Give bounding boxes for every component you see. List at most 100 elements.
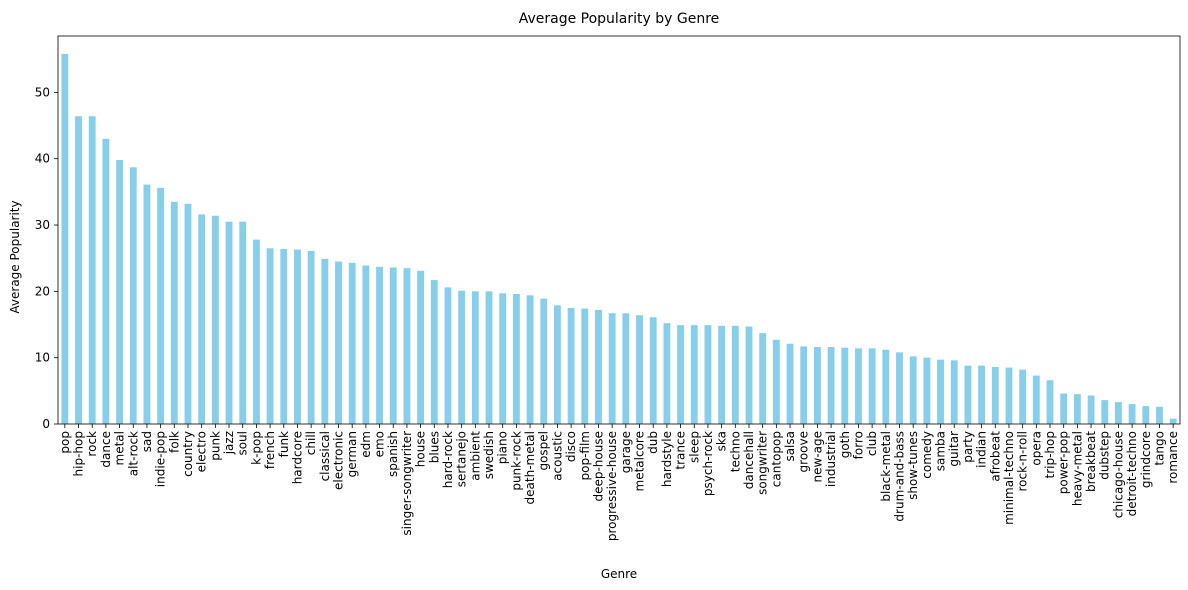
bar-samba bbox=[937, 359, 944, 424]
bar-metalcore bbox=[636, 315, 643, 424]
x-tick-label: minimal-techno bbox=[1002, 431, 1016, 525]
x-tick-label: chill bbox=[304, 431, 318, 455]
bar-songwriter bbox=[759, 333, 767, 424]
x-tick-label: ska bbox=[715, 431, 729, 451]
bars-group bbox=[61, 53, 1177, 425]
axes-frame bbox=[57, 35, 1181, 425]
bar-afrobeat bbox=[991, 366, 999, 424]
x-tick-label: electro bbox=[195, 431, 209, 472]
bar-german bbox=[348, 262, 356, 424]
x-tick-label: rock-n-roll bbox=[1016, 431, 1030, 492]
x-tick-label: heavy-metal bbox=[1070, 431, 1084, 506]
x-tick-label: power-pop bbox=[1057, 431, 1071, 494]
x-tick-label: alt-rock bbox=[126, 431, 140, 476]
bar-jazz bbox=[225, 221, 233, 424]
bar-drum-and-bass bbox=[896, 352, 903, 424]
bar-indie-pop bbox=[157, 187, 165, 424]
x-tick-label: afrobeat bbox=[988, 431, 1002, 482]
bar-breakbeat bbox=[1087, 395, 1095, 424]
x-tick-label: folk bbox=[167, 431, 181, 453]
x-tick-label: dancehall bbox=[742, 431, 756, 489]
bar-electronic bbox=[335, 261, 342, 424]
bar-rock-n-roll bbox=[1019, 369, 1027, 424]
bar-party bbox=[964, 365, 972, 424]
bar-ambient bbox=[471, 291, 479, 424]
x-tick-label: sertanejo bbox=[455, 431, 469, 487]
bar-hardstyle bbox=[663, 323, 671, 424]
bar-piano bbox=[499, 293, 507, 424]
x-tick-label: k-pop bbox=[249, 431, 263, 465]
y-tick-label: 30 bbox=[35, 218, 50, 232]
x-tick-label: deep-house bbox=[591, 431, 605, 502]
bar-funk bbox=[280, 248, 288, 424]
bar-ska bbox=[718, 325, 726, 424]
y-tick-label: 50 bbox=[35, 85, 50, 99]
bar-garage bbox=[622, 313, 630, 424]
bar-rock bbox=[88, 116, 96, 424]
bar-spanish bbox=[389, 267, 397, 424]
bar-techno bbox=[731, 325, 739, 424]
x-tick-label: dubstep bbox=[1098, 431, 1112, 480]
x-tick-label: comedy bbox=[920, 431, 934, 479]
x-tick-label: german bbox=[345, 431, 359, 477]
x-tick-label: rock bbox=[85, 431, 99, 457]
bar-death-metal bbox=[526, 295, 534, 424]
x-tick-label: industrial bbox=[824, 431, 838, 487]
bar-trance bbox=[677, 325, 684, 424]
x-tick-label: black-metal bbox=[879, 431, 893, 502]
x-tick-label: guitar bbox=[947, 431, 961, 467]
bar-dub bbox=[649, 317, 657, 424]
bar-detroit-techno bbox=[1128, 404, 1136, 424]
chart-title: Average Popularity by Genre bbox=[519, 11, 720, 27]
bar-progressive-house bbox=[608, 313, 616, 424]
y-tick-label: 0 bbox=[42, 417, 50, 431]
x-tick-label: breakbeat bbox=[1084, 431, 1098, 492]
bar-groove bbox=[800, 346, 808, 424]
bar-dubstep bbox=[1101, 400, 1109, 424]
bar-trip-hop bbox=[1046, 380, 1054, 424]
bar-metal bbox=[116, 160, 123, 424]
x-tick-label: dance bbox=[99, 431, 113, 468]
x-tick-label: soul bbox=[236, 431, 250, 456]
x-tick-label: acoustic bbox=[550, 431, 564, 481]
bar-show-tunes bbox=[909, 356, 917, 424]
x-tick-label: classical bbox=[318, 431, 332, 481]
x-tick-label: groove bbox=[797, 431, 811, 472]
x-tick-label: techno bbox=[728, 431, 742, 472]
bar-club bbox=[868, 348, 876, 424]
x-tick-label: garage bbox=[619, 431, 633, 473]
x-tick-label: opera bbox=[1029, 431, 1043, 466]
x-tick-label: ambient bbox=[468, 431, 482, 481]
bar-punk-rock bbox=[512, 294, 520, 424]
x-tick-label: funk bbox=[277, 431, 291, 457]
bar-classical bbox=[321, 258, 329, 424]
bar-minimal-techno bbox=[1005, 367, 1013, 424]
bar-sertanejo bbox=[458, 290, 466, 424]
bar-sleep bbox=[690, 325, 698, 424]
x-tick-label: country bbox=[181, 431, 195, 477]
x-tick-label: edm bbox=[359, 431, 373, 458]
bar-power-pop bbox=[1060, 393, 1068, 424]
bar-house bbox=[417, 270, 425, 424]
x-tick-label: songwriter bbox=[756, 431, 770, 495]
bar-opera bbox=[1032, 375, 1040, 424]
plot-border bbox=[57, 35, 1181, 425]
x-tick-label: hard-rock bbox=[441, 431, 455, 488]
bar-new-age bbox=[813, 347, 821, 424]
x-tick-label: metalcore bbox=[633, 431, 647, 491]
x-tick-label: forro bbox=[851, 431, 865, 459]
x-tick-label: blues bbox=[427, 431, 441, 463]
bar-emo bbox=[376, 266, 383, 424]
x-tick-label: metal bbox=[113, 431, 127, 465]
x-axis-ticks: pop hip-hop rock dance metal alt-rock sad indie… bbox=[58, 424, 1180, 541]
x-tick-label: punk-rock bbox=[509, 431, 523, 491]
x-tick-label: hip-hop bbox=[72, 431, 86, 476]
x-tick-label: salsa bbox=[783, 431, 797, 462]
x-axis-label: Genre bbox=[601, 567, 637, 581]
x-tick-label: hardstyle bbox=[660, 431, 674, 487]
x-tick-label: house bbox=[414, 431, 428, 467]
bar-comedy bbox=[923, 357, 931, 424]
bar-forro bbox=[855, 348, 862, 424]
x-tick-label: indian bbox=[975, 431, 989, 468]
bar-cantopop bbox=[772, 339, 780, 424]
